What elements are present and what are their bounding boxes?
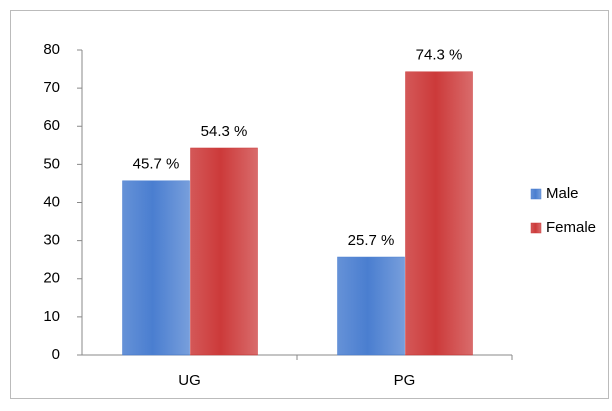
y-tick-label: 70 bbox=[43, 79, 60, 96]
y-tick-label: 80 bbox=[43, 41, 60, 58]
legend-swatch bbox=[530, 188, 542, 200]
y-tick-label: 40 bbox=[43, 193, 60, 210]
x-tick-label: UG bbox=[178, 372, 201, 389]
legend-swatch bbox=[530, 222, 542, 234]
y-tick-label: 30 bbox=[43, 232, 60, 249]
y-tick-label: 60 bbox=[43, 117, 60, 134]
chart-frame bbox=[10, 10, 609, 399]
y-tick-label: 50 bbox=[43, 155, 60, 172]
value-label: 25.7 % bbox=[348, 232, 395, 249]
legend-label: Male bbox=[546, 185, 579, 202]
x-tick-label: PG bbox=[394, 372, 416, 389]
legend-label: Female bbox=[546, 219, 596, 236]
bar bbox=[122, 180, 190, 356]
y-tick-label: 10 bbox=[43, 308, 60, 325]
value-label: 54.3 % bbox=[201, 123, 248, 140]
bar bbox=[190, 147, 258, 356]
y-tick-label: 20 bbox=[43, 270, 60, 287]
value-label: 45.7 % bbox=[133, 156, 180, 173]
bar bbox=[337, 256, 405, 356]
y-tick-label: 0 bbox=[52, 346, 60, 363]
bar bbox=[405, 71, 473, 356]
value-label: 74.3 % bbox=[416, 47, 463, 64]
